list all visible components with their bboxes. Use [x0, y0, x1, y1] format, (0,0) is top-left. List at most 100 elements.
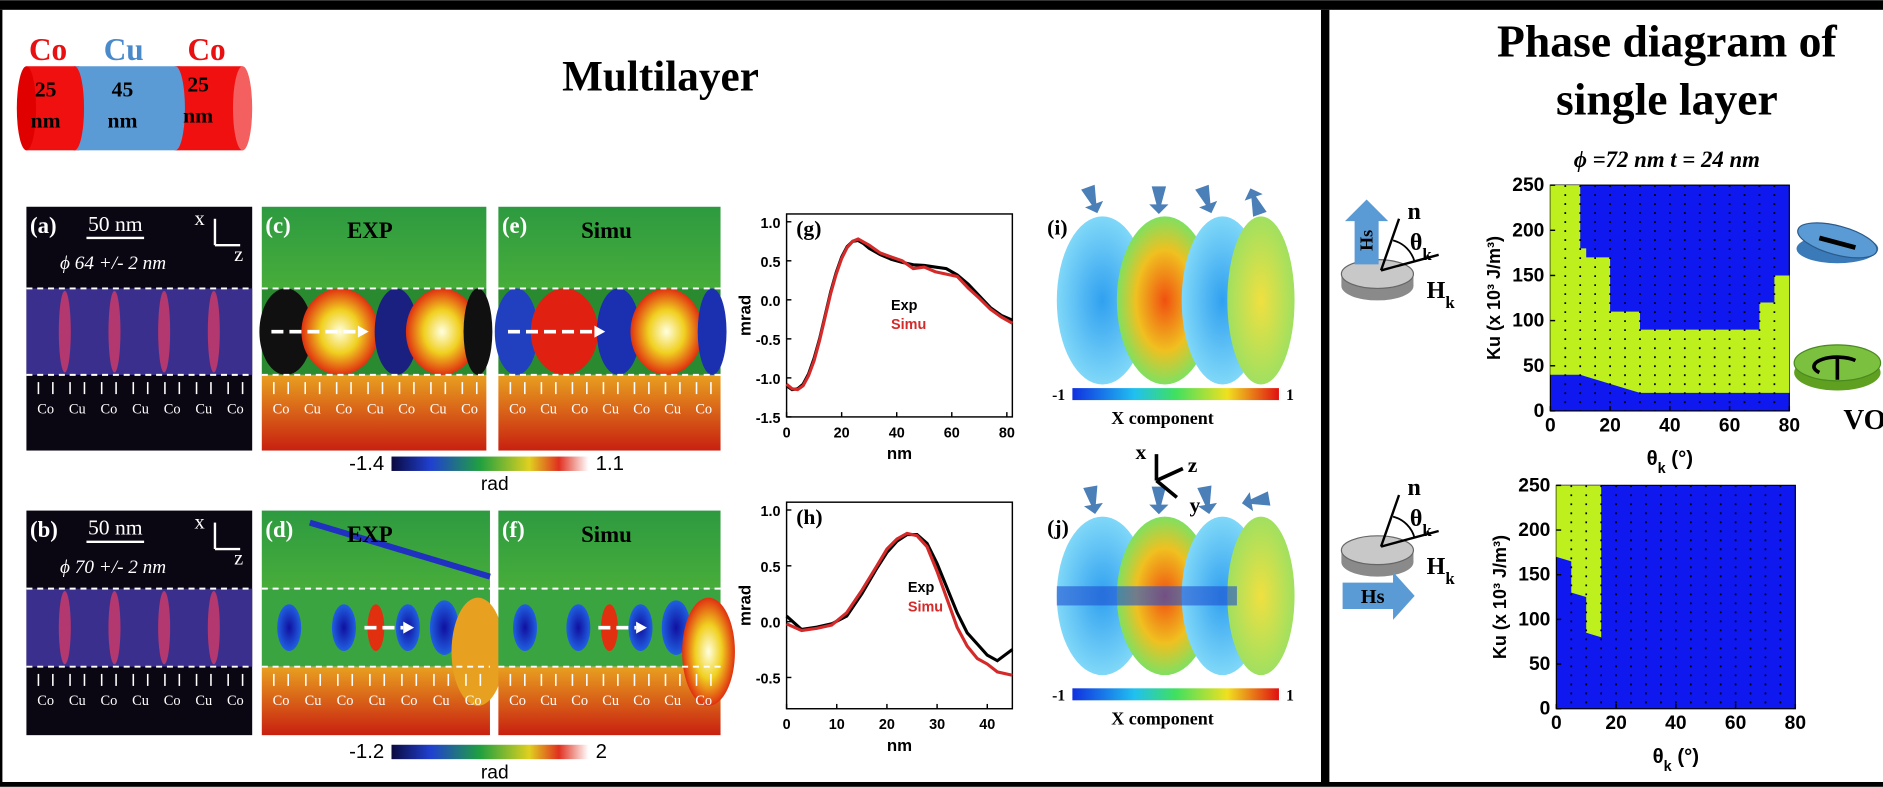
field-vector [1380, 253, 1439, 272]
blob [451, 597, 505, 706]
layer-label: Cu [69, 693, 86, 709]
triad-axis [1155, 466, 1184, 483]
arrow-head [357, 325, 369, 338]
layer-label: Co [509, 401, 526, 417]
x-tick-label: 0 [783, 425, 791, 441]
material-label: Cu [104, 32, 144, 67]
y-tick-label: 0.0 [761, 616, 781, 632]
layer-label: Co [335, 401, 352, 417]
x-tick-label: 0 [783, 717, 791, 733]
layer-label: Co [398, 401, 415, 417]
hk-label-sub: k [1445, 293, 1455, 312]
panel-label: (g) [796, 217, 821, 241]
blob [301, 288, 379, 375]
image-bg [261, 510, 490, 589]
x-tick-label: 0 [1545, 415, 1556, 436]
axis-label: x [195, 512, 205, 534]
phase-subtitle: ϕ =72 nm t = 24 nm [1574, 147, 1760, 172]
blob [630, 288, 703, 375]
axis-label: z [234, 548, 243, 570]
layer-label: Cu [602, 693, 619, 709]
vop-region [1556, 485, 1602, 638]
arrow-head [403, 621, 415, 634]
phase-title: single layer [1556, 73, 1778, 124]
y-tick-label: 200 [1518, 520, 1550, 541]
theta-label-sub: k [1422, 244, 1432, 263]
x-tick-label: 40 [1665, 713, 1686, 734]
crescent [158, 290, 171, 373]
x-tick-label: 80 [1785, 713, 1806, 734]
x-tick-label: 40 [889, 425, 905, 441]
layer-label: Cu [602, 401, 619, 417]
y-tick-label: -1.5 [756, 411, 781, 427]
x-tick-label: 30 [929, 717, 945, 733]
cylinder-co [175, 66, 243, 151]
blob [331, 604, 356, 652]
layer-label: Co [273, 693, 290, 709]
angle-arc [1392, 239, 1416, 263]
x-tick-label: 20 [1605, 713, 1626, 734]
y-axis-label: mrad [736, 585, 755, 626]
x-tick-label: 20 [879, 717, 895, 733]
layer-label: Cu [305, 693, 322, 709]
y-tick-label: 0 [1540, 699, 1551, 720]
image-bg [261, 206, 487, 289]
series-line [785, 531, 1013, 677]
colorbar-caption: X component [1111, 408, 1214, 428]
layer-label: Co [465, 693, 482, 709]
thickness-unit: nm [183, 104, 213, 128]
layer-label: Cu [664, 401, 681, 417]
y-tick-label: 150 [1518, 565, 1550, 586]
layer-label: Co [164, 401, 181, 417]
spin-arrow [1195, 184, 1218, 214]
hk-label: Hk [1427, 554, 1456, 587]
angle-arc [1392, 515, 1416, 539]
cylinder-cap [16, 66, 37, 151]
scale-bar-label: 50 nm [88, 516, 143, 540]
series-line [785, 237, 1014, 392]
divider [1320, 9, 1330, 785]
x-tick-label: 40 [1659, 415, 1680, 436]
x-tick-label: 10 [829, 717, 845, 733]
layer-label: Co [571, 401, 588, 417]
crescent [207, 290, 220, 373]
thickness-unit: nm [31, 109, 61, 133]
panel-label: (i) [1047, 215, 1067, 239]
thickness-label: 45 [112, 77, 134, 101]
spin-core [1056, 586, 1237, 606]
x-axis-label: θk (°) [1647, 448, 1693, 477]
layer-label: Co [37, 401, 54, 417]
layer-label: Cu [367, 401, 384, 417]
y-tick-label: 0 [1534, 401, 1545, 422]
layer-label: Cu [433, 693, 450, 709]
hk-label-symbol: H [1427, 278, 1446, 304]
x-tick-label: 20 [1599, 415, 1620, 436]
spin-arrow [1244, 188, 1267, 217]
legend-label: Simu [891, 317, 926, 333]
legend-label: Simu [908, 599, 943, 615]
thickness-label: 25 [35, 77, 57, 101]
colorbar-min: -1.2 [349, 741, 384, 763]
colorbar [1072, 388, 1279, 401]
layer-label: Cu [369, 693, 386, 709]
diameter: ϕ 64 +/- 2 nm [60, 253, 166, 274]
theta-label-symbol: θ [1410, 506, 1423, 532]
crescent [58, 290, 71, 373]
field-vector [1380, 529, 1439, 548]
crescent [58, 591, 71, 665]
colorbar [1072, 688, 1279, 701]
image-bg [498, 206, 721, 289]
x-tick-label: 60 [1725, 713, 1746, 734]
frame-bottom [0, 781, 1883, 787]
hs-label: Hs [1357, 230, 1377, 251]
axis-label: z [234, 244, 243, 266]
blob [566, 604, 591, 652]
arrow-head [636, 621, 647, 634]
layer-label: Co [273, 401, 290, 417]
blob [259, 288, 313, 375]
panel-label: (h) [796, 505, 822, 529]
spin-blob [1227, 516, 1295, 676]
x-tick-label: 0 [1551, 713, 1562, 734]
frame-left [0, 9, 3, 785]
